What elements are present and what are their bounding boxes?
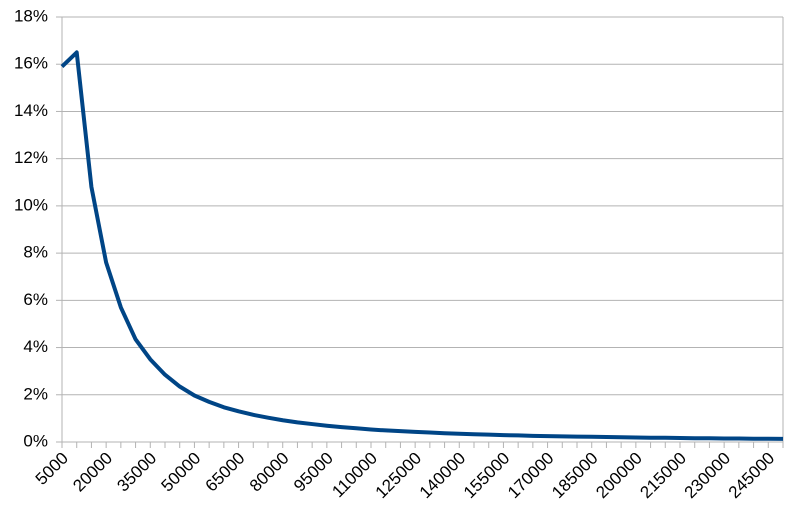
x-tick-label: 80000 — [246, 449, 293, 496]
x-tick-label: 170000 — [504, 449, 558, 503]
y-tick-label: 10% — [14, 195, 48, 214]
x-tick-label: 110000 — [328, 449, 381, 502]
y-tick-label: 0% — [23, 431, 48, 450]
y-tick-label: 12% — [14, 148, 48, 167]
line — [60, 50, 784, 441]
x-tick-label: 140000 — [416, 449, 470, 503]
x-tick-label: 35000 — [113, 449, 160, 496]
x-tick-label: 155000 — [460, 449, 514, 503]
x-tick-label: 200000 — [592, 449, 646, 503]
y-tick-label: 2% — [23, 384, 48, 403]
x-tick-label: 230000 — [681, 449, 735, 503]
x-tick-label: 65000 — [202, 449, 249, 496]
x-tick-label: 245000 — [725, 449, 779, 503]
x-tick-label: 50000 — [158, 449, 205, 496]
y-tick-label: 18% — [14, 6, 48, 25]
y-tick-label: 6% — [23, 290, 48, 309]
y-tick-label: 14% — [14, 101, 48, 120]
y-tick-label: 16% — [14, 54, 48, 73]
y-tick-label: 4% — [23, 337, 48, 356]
x-tick-label: 215000 — [636, 449, 690, 503]
x-tick-label: 125000 — [372, 449, 426, 503]
x-tick-label: 5000 — [32, 449, 72, 489]
x-tick-label: 20000 — [69, 449, 116, 496]
y-tick-label: 8% — [23, 243, 48, 262]
x-tick-label: 185000 — [548, 449, 602, 503]
